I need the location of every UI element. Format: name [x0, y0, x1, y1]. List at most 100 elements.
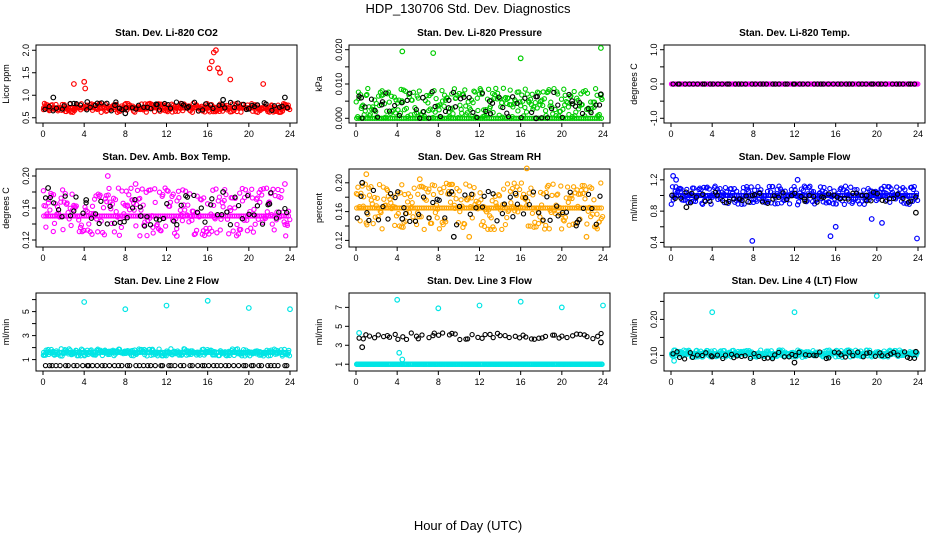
data-point: [165, 188, 171, 194]
data-point: [864, 350, 870, 356]
data-point-outlier: [173, 233, 180, 239]
data-point: [502, 221, 509, 228]
y-axis-label: degrees C: [629, 63, 639, 105]
data-point: [259, 192, 265, 198]
data-point: [813, 352, 819, 359]
data-point: [471, 88, 477, 94]
data-point: [50, 200, 57, 206]
data-point: [430, 191, 437, 198]
data-point: [431, 330, 437, 336]
data-point: [786, 201, 793, 207]
data-point: [703, 350, 709, 356]
data-point: [426, 115, 432, 121]
data-point-outlier: [569, 98, 575, 104]
data-point: [207, 102, 214, 108]
data-point: [572, 103, 579, 109]
data-point-outlier: [245, 105, 252, 112]
data-point: [202, 219, 208, 225]
data-point: [421, 226, 427, 233]
data-point: [775, 194, 782, 200]
data-point: [416, 88, 422, 94]
data-point: [566, 91, 572, 98]
data-point: [870, 81, 876, 87]
data-point: [708, 353, 714, 359]
data-point-outlier: [598, 91, 604, 98]
data-point: [260, 219, 266, 225]
data-point: [833, 201, 839, 207]
x-tick-label: 8: [123, 253, 128, 263]
data-point: [403, 105, 410, 112]
series-main: [668, 172, 921, 244]
plot-frame: [663, 168, 926, 248]
data-point-outlier: [558, 304, 565, 311]
data-point: [751, 350, 757, 357]
panel-4: Stan. Dev. Amb. Box Temp. degrees C 0 4 8 12 1…: [1, 152, 298, 263]
y-axis-label: ml/min: [1, 319, 11, 346]
data-point: [238, 226, 244, 233]
x-tick-label: 0: [40, 129, 45, 139]
data-point: [754, 198, 760, 204]
data-point: [269, 107, 275, 114]
data-point-outlier: [356, 330, 363, 336]
data-point: [512, 208, 518, 214]
x-tick-label: 0: [353, 253, 358, 263]
data-point: [180, 187, 186, 193]
data-point: [841, 195, 848, 201]
data-point: [536, 335, 542, 341]
x-tick-label: 4: [710, 377, 715, 387]
data-point: [420, 184, 426, 190]
data-point: [42, 203, 49, 209]
data-point: [551, 332, 558, 338]
data-point: [703, 185, 710, 191]
x-tick-label: 8: [751, 129, 756, 139]
data-point: [94, 362, 100, 369]
data-point: [856, 81, 862, 87]
data-point: [801, 183, 808, 189]
data-point: [407, 90, 413, 96]
data-point: [152, 199, 158, 206]
data-point: [683, 189, 689, 195]
data-point: [597, 193, 603, 199]
data-point: [890, 195, 897, 202]
data-point: [126, 192, 132, 198]
data-point: [395, 210, 401, 217]
data-point: [547, 217, 553, 223]
data-point: [375, 332, 381, 338]
series-reference: [670, 81, 918, 87]
data-point: [284, 105, 290, 111]
data-point: [461, 94, 467, 100]
data-point: [827, 185, 833, 192]
data-point: [178, 202, 184, 208]
data-point: [171, 218, 177, 224]
data-point: [814, 81, 821, 87]
y-axis-label: ml/min: [629, 319, 639, 346]
data-point: [555, 102, 561, 108]
data-point: [137, 195, 143, 202]
data-point: [536, 210, 542, 216]
data-point: [77, 102, 84, 108]
data-point: [507, 87, 513, 93]
data-point-outlier: [399, 215, 406, 222]
data-point-outlier: [208, 58, 215, 65]
data-point: [392, 110, 399, 116]
data-point: [439, 87, 445, 94]
x-tick-label: 20: [244, 377, 254, 387]
data-point: [810, 193, 817, 200]
data-point: [588, 109, 594, 116]
data-point: [164, 201, 170, 207]
data-point: [179, 217, 186, 224]
data-point: [42, 106, 48, 112]
data-point: [388, 93, 395, 99]
data-point: [152, 186, 158, 192]
data-point: [409, 97, 415, 103]
data-point: [751, 192, 758, 198]
x-tick-label: 24: [598, 129, 608, 139]
data-point: [436, 197, 442, 203]
data-point: [766, 183, 772, 190]
data-point: [811, 81, 817, 87]
data-point-outlier: [227, 76, 234, 83]
data-point: [381, 196, 387, 202]
data-point: [527, 96, 534, 102]
data-point: [148, 362, 154, 369]
data-point: [875, 81, 881, 87]
